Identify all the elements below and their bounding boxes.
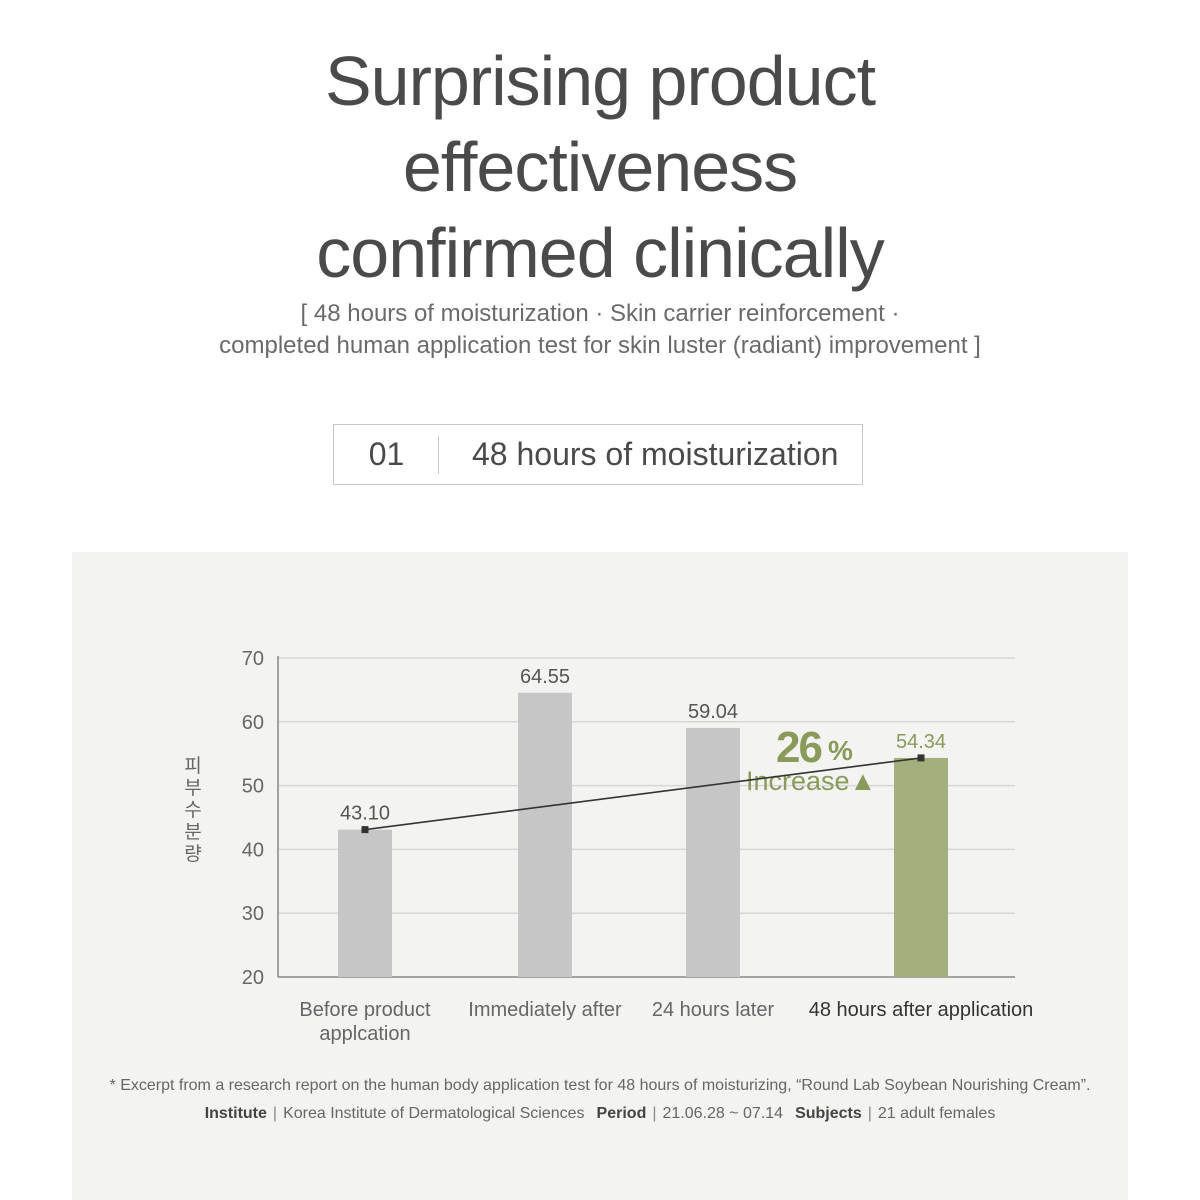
y-axis-label-char: 부 [184, 777, 201, 799]
y-tick-label: 60 [242, 712, 264, 734]
period-value: 21.06.28 ~ 07.14 [662, 1105, 784, 1122]
meta-separator: | [652, 1105, 657, 1122]
period-label: Period [596, 1105, 647, 1122]
data-label: 59.04 [688, 701, 738, 723]
chart-panel [72, 552, 1128, 1200]
annotation-increase: Increase▲ [746, 766, 876, 796]
annotation-percent: 26 [776, 723, 821, 772]
section-header-box: 01 48 hours of moisturization [333, 424, 863, 485]
study-meta: Institute | Korea Institute of Dermatologi… [0, 1103, 1200, 1125]
section-divider [438, 436, 439, 474]
bar [894, 757, 948, 977]
x-tick-label: 48 hours after application [809, 999, 1034, 1021]
institute-label: Institute [204, 1105, 267, 1122]
y-axis-label-char: 피 [184, 755, 201, 777]
y-tick-label: 50 [242, 776, 264, 798]
x-tick-label: 24 hours later [652, 999, 775, 1021]
institute-value: Korea Institute of Dermatological Scienc… [283, 1105, 585, 1122]
headline: Surprising product effectiveness confirm… [0, 38, 1200, 296]
y-tick-label: 70 [242, 648, 264, 670]
headline-line-2: effectiveness [402, 128, 798, 206]
annotation-percent-sign: % [828, 735, 853, 766]
trend-marker [361, 826, 369, 834]
x-tick-label: Immediately after [468, 999, 622, 1021]
y-tick-label: 40 [242, 839, 264, 861]
headline-line-1: Surprising product [324, 42, 876, 120]
subheadline-line-1: [ 48 hours of moisturization · Skin carr… [300, 300, 900, 327]
footnote: * Excerpt from a research report on the … [109, 1077, 1091, 1094]
y-tick-label: 30 [242, 903, 264, 925]
subjects-value: 21 adult females [877, 1105, 996, 1122]
subheadline-line-2: completed human application test for ski… [219, 332, 981, 359]
meta-separator: | [867, 1105, 872, 1122]
meta-separator: | [272, 1105, 278, 1122]
y-tick-label: 20 [242, 967, 264, 989]
data-label: 43.10 [340, 803, 390, 825]
x-tick-label: applcation [319, 1023, 410, 1045]
section-title: 48 hours of moisturization [472, 436, 839, 472]
data-label: 54.34 [896, 731, 946, 753]
subheadline: [ 48 hours of moisturization · Skin carr… [0, 298, 1200, 362]
bar [338, 829, 392, 977]
y-axis-label-char: 량 [184, 843, 201, 865]
trend-marker [917, 754, 925, 762]
bar [686, 727, 740, 977]
section-number: 01 [368, 436, 405, 472]
x-tick-label: Before product [299, 999, 431, 1021]
trend-line [364, 757, 922, 831]
data-label: 64.55 [520, 666, 570, 688]
bar [518, 692, 572, 977]
y-axis-label-char: 수 [184, 799, 201, 821]
y-axis-label-char: 분 [184, 821, 201, 843]
subjects-label: Subjects [795, 1105, 862, 1122]
headline-line-3: confirmed clinically [316, 214, 884, 292]
